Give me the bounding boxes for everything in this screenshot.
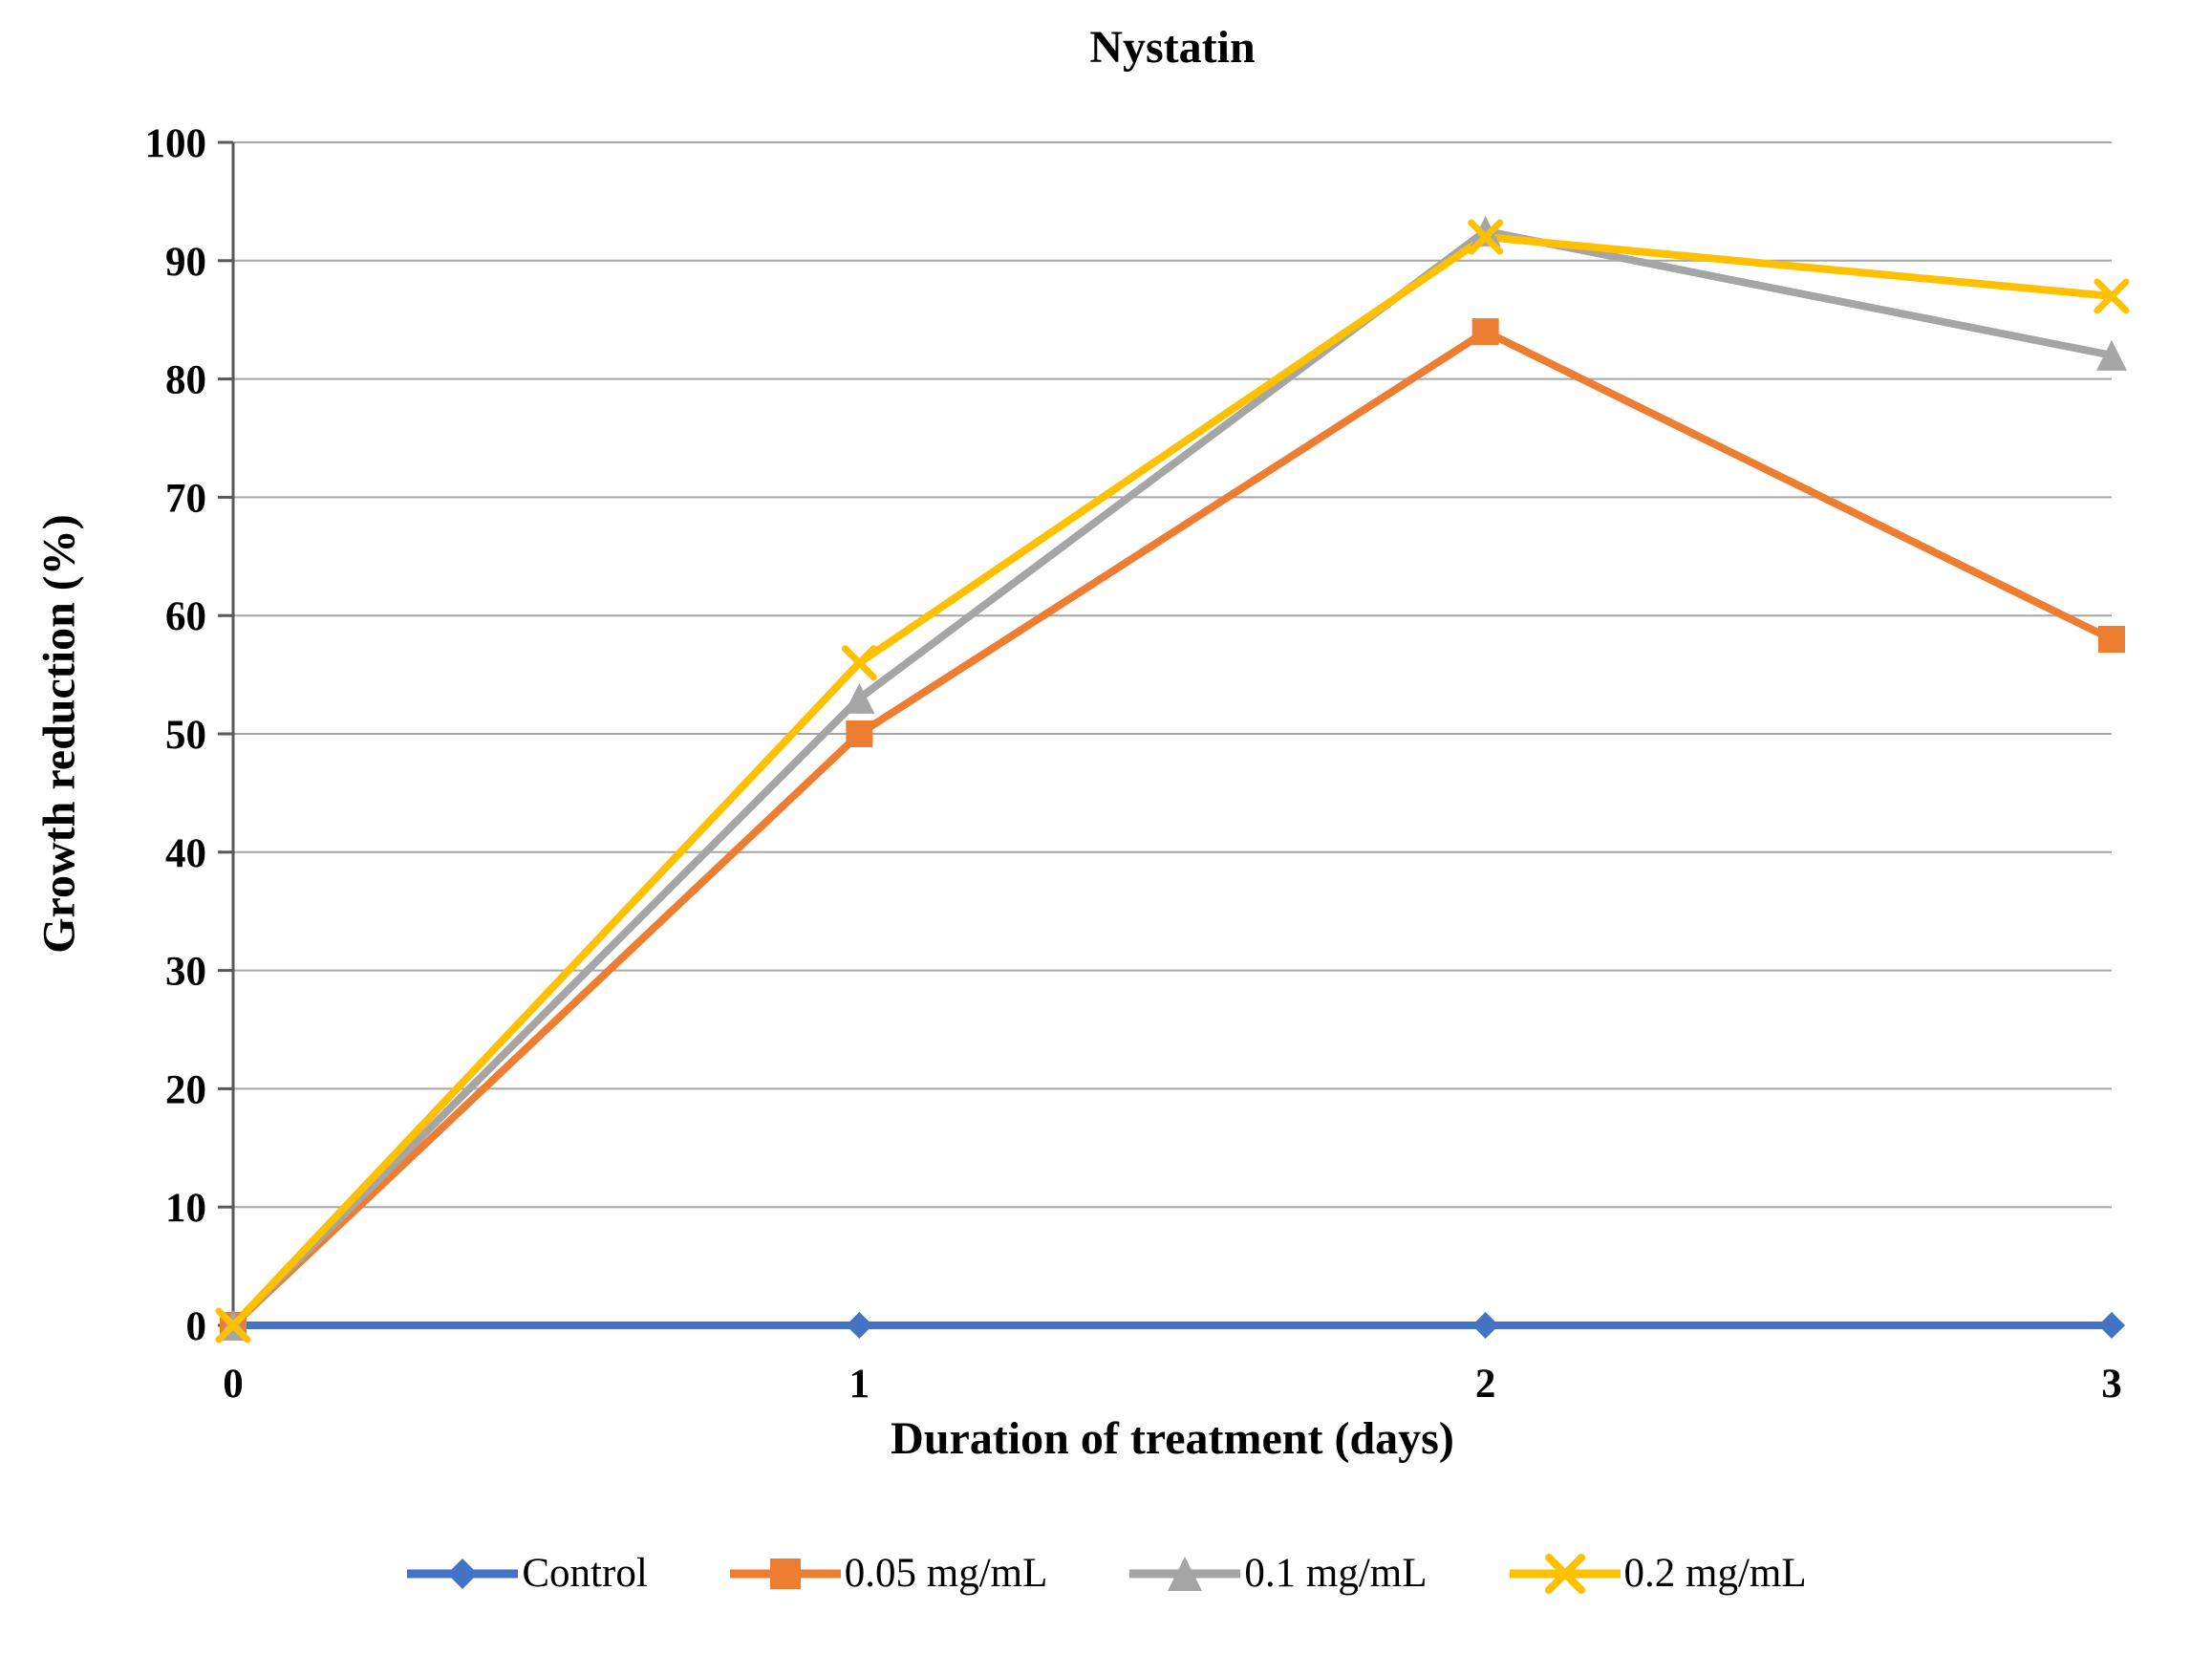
y-tick-label: 0: [186, 1304, 207, 1349]
y-tick-label: 40: [165, 831, 206, 876]
legend-label: 0.05 mg/mL: [844, 1551, 1048, 1596]
y-tick-label: 100: [145, 121, 207, 166]
x-marker: [1544, 1553, 1585, 1594]
square-marker: [1471, 318, 1499, 346]
legend-item-0-1-mg-ml: 0.1 mg/mL: [1127, 1550, 1428, 1597]
chart-title: Nystatin: [1089, 22, 1256, 73]
x-tick-label: 3: [2101, 1362, 2122, 1407]
legend-item-control: Control: [405, 1550, 648, 1597]
y-tick-label: 90: [165, 240, 206, 285]
diamond-marker: [846, 1312, 873, 1339]
legend-label: 0.1 mg/mL: [1244, 1551, 1428, 1596]
y-tick-label: 60: [165, 594, 206, 639]
x-legend-swatch: [1509, 1553, 1621, 1594]
square-marker: [769, 1558, 801, 1589]
legend-label: Control: [522, 1551, 648, 1596]
x-marker: [2094, 278, 2130, 314]
diamond-legend-swatch: [407, 1558, 519, 1589]
x-marker: [841, 645, 877, 681]
series-line-0-1-mg-ml: [229, 226, 2115, 1329]
square-marker: [846, 720, 873, 747]
legend-item-0-2-mg-ml: 0.2 mg/mL: [1508, 1550, 1807, 1597]
diamond-marker: [1471, 1312, 1499, 1339]
x-tick-label: 2: [1475, 1362, 1496, 1407]
triangle-marker: [2096, 339, 2127, 371]
x-tick-label: 0: [223, 1362, 244, 1407]
diamond-marker: [447, 1558, 479, 1589]
y-tick-label: 20: [165, 1067, 206, 1112]
triangle-marker: [1168, 1556, 1203, 1591]
square-marker: [2098, 625, 2125, 653]
series-line-0-2-mg-ml: [229, 233, 2115, 1329]
legend-item-0-05-mg-ml: 0.05 mg/mL: [728, 1550, 1048, 1597]
x-marker: [215, 1307, 251, 1343]
x-tick-label: 1: [849, 1362, 870, 1407]
y-tick-label: 30: [165, 950, 206, 995]
y-tick-label: 80: [165, 358, 206, 403]
series-line-0-05-mg-ml: [229, 328, 2115, 1329]
legend-label: 0.2 mg/mL: [1623, 1551, 1807, 1596]
y-tick-label: 10: [165, 1186, 206, 1231]
triangle-marker: [844, 682, 875, 714]
x-axis-title: Duration of treatment (days): [891, 1413, 1454, 1464]
y-tick-label: 50: [165, 713, 206, 758]
square-legend-swatch: [729, 1558, 841, 1589]
triangle-marker: [1470, 215, 1501, 247]
x-marker: [1468, 219, 1504, 255]
diamond-marker: [2098, 1312, 2125, 1339]
legend: Control 0.05 mg/mL 0.1 mg/mL 0.2 mg/mL: [0, 1550, 2212, 1597]
y-tick-label: 70: [165, 476, 206, 521]
triangle-legend-swatch: [1129, 1556, 1241, 1591]
